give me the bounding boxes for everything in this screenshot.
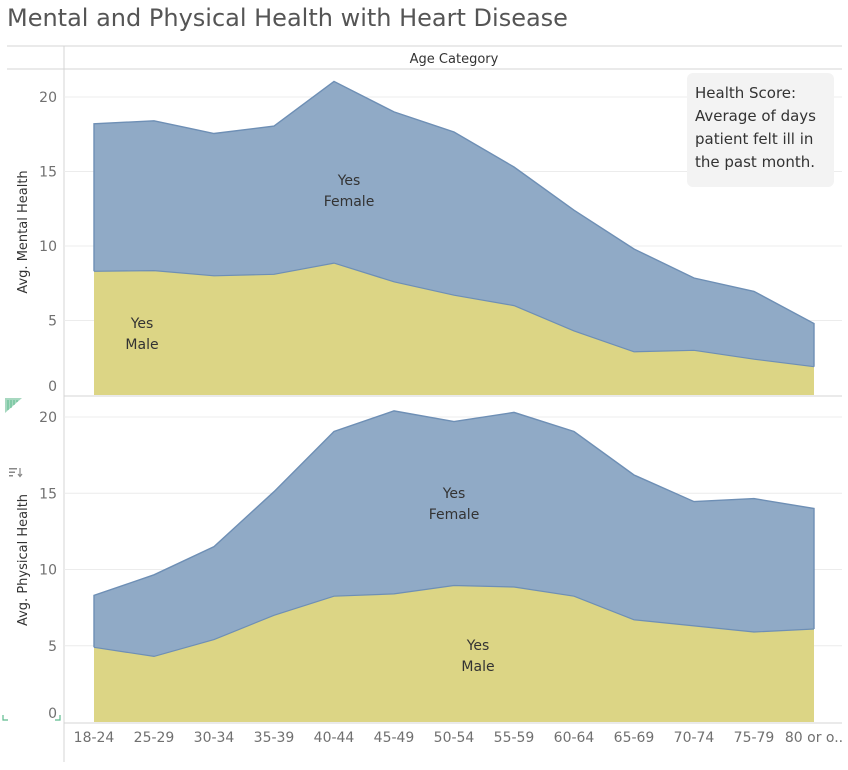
line-female-total	[93, 410, 815, 648]
area-female[interactable]	[94, 410, 814, 657]
y-tick-label: 10	[39, 239, 57, 255]
mental-health-panel: 0 5 10 15 20 Yes Male Yes Female	[39, 80, 815, 395]
x-tick-label: 65-69	[614, 730, 655, 746]
chart-title: Mental and Physical Health with Heart Di…	[7, 4, 568, 32]
y-tick-label: 10	[39, 563, 57, 579]
y-tick-label: 20	[39, 410, 57, 426]
area-label-male: Yes	[466, 638, 490, 654]
x-tick-label: 45-49	[374, 730, 415, 746]
area-label-female: Female	[324, 194, 375, 210]
y-tick-label: 0	[48, 706, 57, 722]
health-score-annotation: Health Score: Average of days patient fe…	[687, 73, 834, 187]
x-axis-ticks: 18-24 25-29 30-34 35-39 40-44 45-49 50-54 55-59…	[74, 730, 843, 746]
area-label-male: Male	[461, 659, 494, 675]
area-male[interactable]	[94, 263, 814, 395]
resize-handle-icon[interactable]	[5, 398, 22, 413]
x-tick-label: 25-29	[134, 730, 175, 746]
area-label-male: Male	[125, 337, 158, 353]
area-label-female: Yes	[337, 173, 361, 189]
physical-health-panel: 0 5 10 15 20 Yes Male Yes Female	[39, 410, 815, 723]
x-tick-label: 80 or o..	[785, 730, 843, 746]
area-female[interactable]	[94, 81, 814, 367]
area-label-female: Female	[429, 507, 480, 523]
area-male[interactable]	[94, 585, 814, 723]
area-label-female: Yes	[442, 486, 466, 502]
y-tick-label: 0	[48, 379, 57, 395]
chart-frame	[7, 45, 842, 762]
y-tick-label: 5	[48, 314, 57, 330]
corner-marker-icon	[2, 715, 61, 721]
y-tick-label: 20	[39, 90, 57, 106]
area-label-male: Yes	[130, 316, 154, 332]
x-tick-label: 50-54	[434, 730, 475, 746]
y-tick-label: 5	[48, 639, 57, 655]
y-tick-label: 15	[39, 165, 57, 181]
x-tick-label: 60-64	[554, 730, 595, 746]
x-axis-title: Age Category	[410, 52, 499, 67]
x-tick-label: 75-79	[734, 730, 775, 746]
x-tick-label: 18-24	[74, 730, 115, 746]
x-tick-label: 70-74	[674, 730, 715, 746]
x-tick-label: 30-34	[194, 730, 235, 746]
y-tick-label: 15	[39, 486, 57, 502]
line-male	[93, 584, 815, 658]
x-tick-label: 35-39	[254, 730, 295, 746]
x-tick-label: 40-44	[314, 730, 355, 746]
line-female-total	[93, 80, 815, 367]
sort-icon[interactable]	[9, 468, 23, 478]
line-male	[93, 262, 815, 368]
y-axis-title-physical: Avg. Physical Health	[16, 494, 31, 626]
x-tick-label: 55-59	[494, 730, 535, 746]
y-axis-title-mental: Avg. Mental Health	[16, 170, 31, 293]
